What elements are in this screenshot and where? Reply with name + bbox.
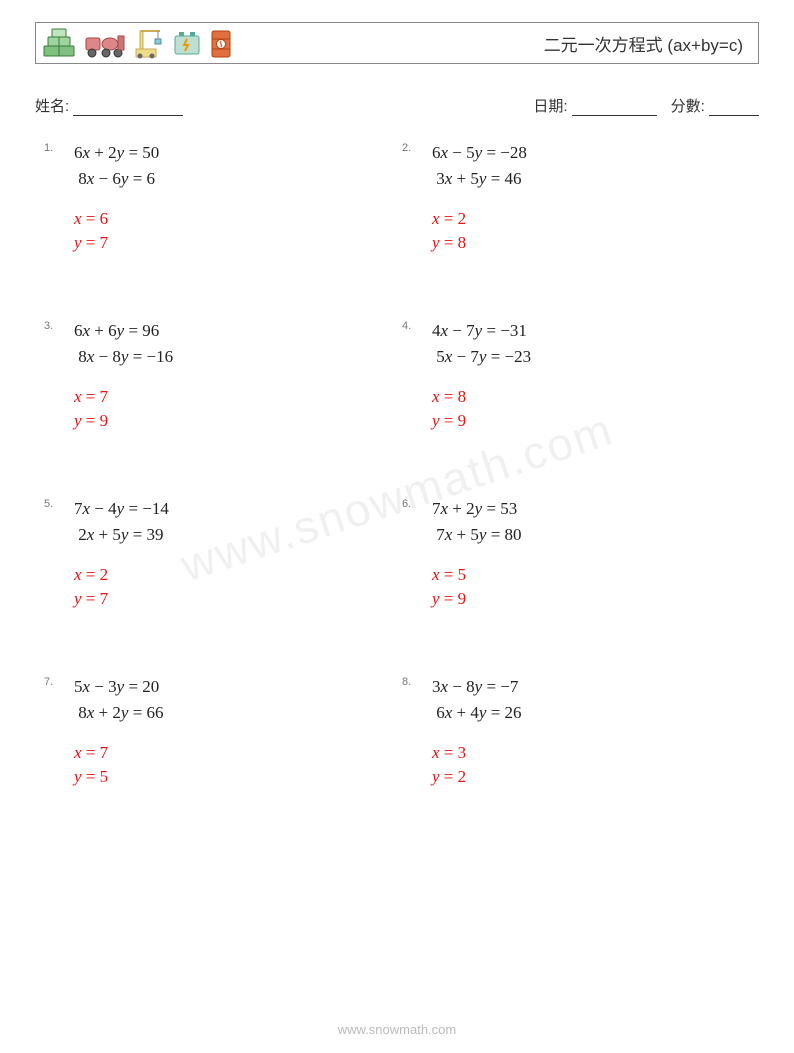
equation-1: 7x − 4y = −14 — [74, 496, 392, 522]
equation-1: 3x − 8y = −7 — [432, 674, 750, 700]
equation-2: 6x + 4y = 26 — [432, 700, 750, 726]
answer-y: y = 9 — [74, 409, 392, 434]
name-blank — [73, 115, 183, 116]
stack-icon — [42, 28, 78, 58]
equation-1: 4x − 7y = −31 — [432, 318, 750, 344]
answer-y: y = 7 — [74, 231, 392, 256]
info-row: 姓名: 日期: 分數: — [35, 95, 759, 116]
answer-y: y = 7 — [74, 587, 392, 612]
answer-y: y = 9 — [432, 409, 750, 434]
equation-1: 6x + 6y = 96 — [74, 318, 392, 344]
score-blank — [709, 115, 759, 116]
problem: 7. 5x − 3y = 20 8x + 2y = 66 x = 7y = 5 — [44, 674, 392, 790]
problem-number: 2. — [402, 142, 411, 154]
answer-x: x = 7 — [74, 741, 392, 766]
answer-x: x = 5 — [432, 563, 750, 588]
problem-number: 6. — [402, 498, 411, 510]
answer-x: x = 2 — [432, 207, 750, 232]
header-box: 二元一次方程式 (ax+by=c) — [35, 22, 759, 64]
date-label: 日期: — [533, 98, 567, 115]
equation-1: 5x − 3y = 20 — [74, 674, 392, 700]
equation-2: 7x + 5y = 80 — [432, 522, 750, 548]
footer-url: www.snowmath.com — [0, 1022, 794, 1037]
answer-y: y = 9 — [432, 587, 750, 612]
problem: 1. 6x + 2y = 50 8x − 6y = 6 x = 6y = 7 — [44, 140, 392, 256]
answer-x: x = 8 — [432, 385, 750, 410]
equation-2: 8x − 8y = −16 — [74, 344, 392, 370]
problem: 6. 7x + 2y = 53 7x + 5y = 80 x = 5y = 9 — [402, 496, 750, 612]
problem-number: 4. — [402, 320, 411, 332]
equation-1: 6x + 2y = 50 — [74, 140, 392, 166]
equation-1: 6x − 5y = −28 — [432, 140, 750, 166]
train-icon — [84, 28, 126, 58]
answer-x: x = 3 — [432, 741, 750, 766]
answer-y: y = 8 — [432, 231, 750, 256]
problem-number: 5. — [44, 498, 53, 510]
problem: 3. 6x + 6y = 96 8x − 8y = −16 x = 7y = 9 — [44, 318, 392, 434]
problem-number: 3. — [44, 320, 53, 332]
date-blank — [572, 115, 657, 116]
problem: 2. 6x − 5y = −28 3x + 5y = 46 x = 2y = 8 — [402, 140, 750, 256]
problem-number: 8. — [402, 676, 411, 688]
equation-2: 8x + 2y = 66 — [74, 700, 392, 726]
worksheet-title: 二元一次方程式 (ax+by=c) — [544, 31, 743, 56]
problem-number: 1. — [44, 142, 53, 154]
header-icons — [42, 27, 234, 59]
name-label: 姓名: — [35, 98, 69, 115]
equation-2: 3x + 5y = 46 — [432, 166, 750, 192]
equation-2: 8x − 6y = 6 — [74, 166, 392, 192]
score-label: 分數: — [671, 98, 705, 115]
equation-2: 5x − 7y = −23 — [432, 344, 750, 370]
crane-icon — [132, 27, 166, 59]
barrel-icon — [208, 27, 234, 59]
problem-number: 7. — [44, 676, 53, 688]
answer-x: x = 6 — [74, 207, 392, 232]
problem: 4. 4x − 7y = −31 5x − 7y = −23 x = 8y = 9 — [402, 318, 750, 434]
score-field: 分數: — [671, 95, 759, 116]
answer-x: x = 2 — [74, 563, 392, 588]
battery-icon — [172, 28, 202, 58]
problem: 5. 7x − 4y = −14 2x + 5y = 39 x = 2y = 7 — [44, 496, 392, 612]
equation-2: 2x + 5y = 39 — [74, 522, 392, 548]
problems-grid: 1.6x + 2y = 50 8x − 6y = 6x = 6y = 72.6x… — [44, 140, 750, 790]
answer-y: y = 5 — [74, 765, 392, 790]
name-field: 姓名: — [35, 95, 183, 116]
equation-1: 7x + 2y = 53 — [432, 496, 750, 522]
answer-x: x = 7 — [74, 385, 392, 410]
problem: 8. 3x − 8y = −7 6x + 4y = 26 x = 3y = 2 — [402, 674, 750, 790]
answer-y: y = 2 — [432, 765, 750, 790]
date-field: 日期: — [533, 95, 656, 116]
